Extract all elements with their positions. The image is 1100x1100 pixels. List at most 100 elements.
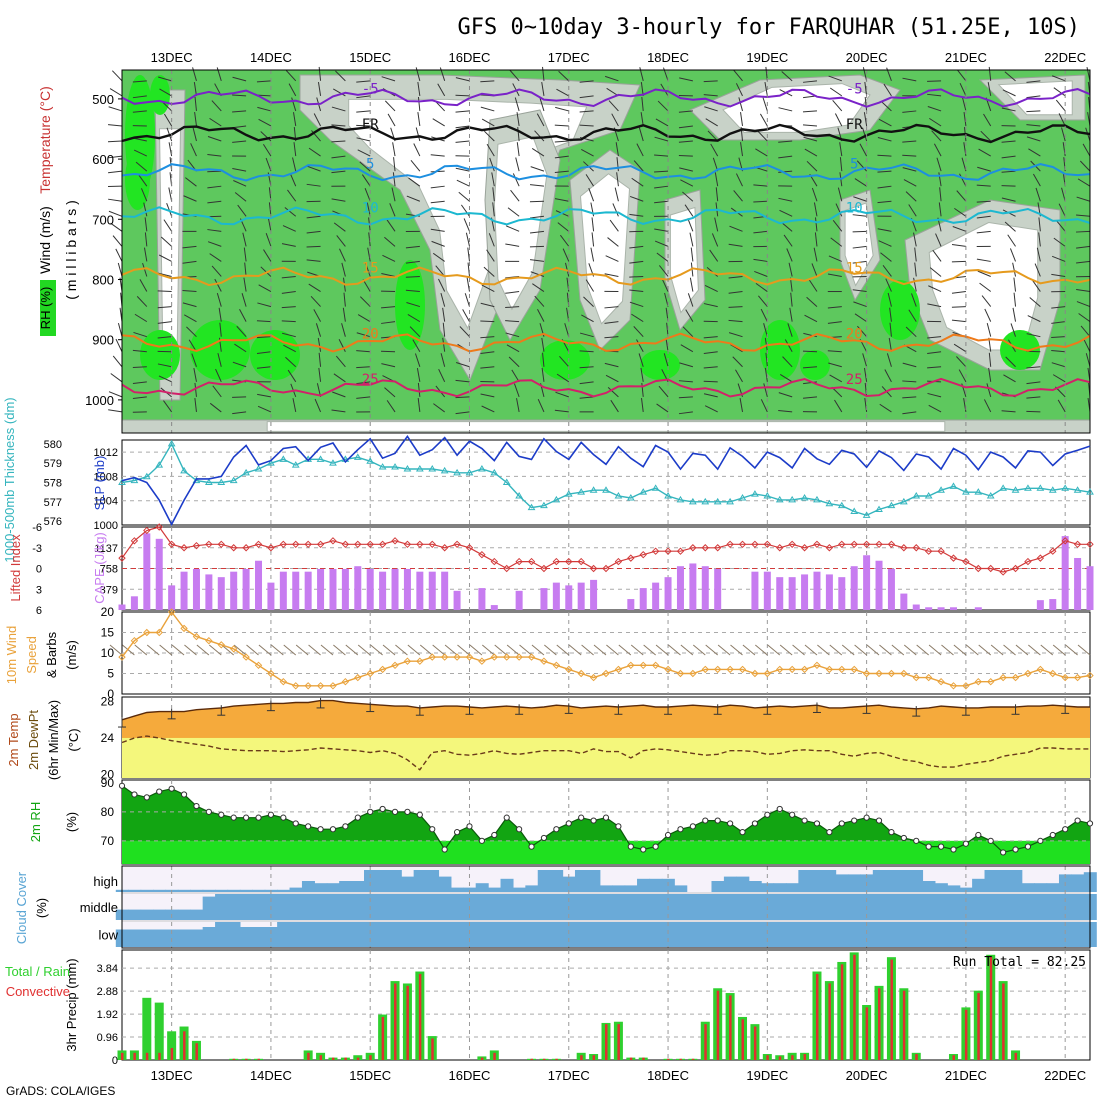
wind-ylabel-3: & Barbs xyxy=(44,631,59,678)
wind-barb xyxy=(988,66,992,81)
wind-speed-point xyxy=(254,661,263,670)
wind-speed-point xyxy=(503,653,511,661)
wind-barb xyxy=(1013,277,1017,292)
cloud-cell xyxy=(463,922,477,947)
slp-line xyxy=(121,434,1091,527)
upper-ylabel-rh: RH (%) xyxy=(38,287,53,330)
wind-barb xyxy=(244,262,247,277)
cloud-cell xyxy=(239,889,253,892)
li-point xyxy=(1024,557,1032,566)
wind-barb xyxy=(609,219,619,232)
wind-barb xyxy=(908,309,917,322)
precip-conv-bar xyxy=(741,1019,745,1060)
wind-barb xyxy=(961,157,967,172)
wind-barb xyxy=(638,127,644,142)
wind-barb xyxy=(781,71,793,82)
cloud-cell xyxy=(723,876,737,892)
cloud-cell xyxy=(835,894,849,920)
rh2m-point xyxy=(317,826,324,833)
wind-barb xyxy=(852,245,867,249)
cape-bar xyxy=(255,560,263,610)
wind-speed-point xyxy=(813,661,821,670)
cloud-cell xyxy=(699,922,713,947)
cloud-cell xyxy=(450,922,464,947)
wind-barb xyxy=(163,219,173,232)
li-point xyxy=(391,537,399,545)
wind-barb xyxy=(678,380,693,383)
wind-barb xyxy=(158,254,172,262)
precip-tick-label: 0.96 xyxy=(97,1032,118,1044)
precip-conv-bar xyxy=(431,1038,434,1060)
wind-barb xyxy=(961,97,967,112)
cloud-cell xyxy=(401,922,415,947)
wind-barb xyxy=(902,140,917,143)
rh2m-point xyxy=(590,817,597,824)
wind-barb xyxy=(556,373,570,383)
cloud-cell xyxy=(761,922,775,947)
wind-barb xyxy=(256,336,271,339)
wind-barb xyxy=(232,361,247,368)
wind-barb xyxy=(640,112,644,127)
cloud-cell xyxy=(277,922,291,947)
wind-speed-point xyxy=(428,653,436,661)
wind-barb xyxy=(829,87,843,97)
wind-barb xyxy=(242,232,247,247)
cloud-cell xyxy=(339,881,353,892)
li-point xyxy=(192,541,201,550)
wind-barb xyxy=(108,106,123,112)
wind-barb xyxy=(207,153,222,157)
wind-speed-point xyxy=(862,669,871,678)
wind-barb xyxy=(182,260,197,264)
li-point xyxy=(143,526,151,535)
wind-barb xyxy=(1076,196,1091,202)
rh2m-point xyxy=(826,829,833,836)
cloud-cell xyxy=(972,878,986,892)
wind-barb xyxy=(1051,349,1066,353)
temp-tick-label: 28 xyxy=(101,695,115,709)
rh2m-point xyxy=(329,826,337,833)
wind-barb xyxy=(1031,279,1041,292)
wind-speed-point xyxy=(788,665,796,674)
wind-barb xyxy=(877,154,892,157)
wind-barb xyxy=(703,94,718,97)
wind-barb xyxy=(852,230,867,233)
rh2m-point xyxy=(962,840,969,847)
precip-conv-bar xyxy=(667,1058,670,1060)
li-point xyxy=(937,547,945,555)
thickness-point xyxy=(937,486,945,493)
wind-barb xyxy=(112,355,123,368)
cloud-cell xyxy=(314,922,328,947)
cape-bar xyxy=(801,574,809,610)
cloud-cell xyxy=(215,889,229,892)
precip-tick-label: 0 xyxy=(112,1055,118,1067)
wind-barb xyxy=(356,137,371,142)
cape-bar xyxy=(652,582,660,610)
li-point xyxy=(130,537,139,545)
temp-contour-label: 5 xyxy=(366,156,374,172)
wind10-barb xyxy=(717,644,731,656)
wind-barb xyxy=(310,295,321,307)
wind-barb xyxy=(356,396,371,399)
wind-barb xyxy=(1012,262,1017,277)
wind-barb xyxy=(889,322,892,337)
wind-barb xyxy=(739,398,744,413)
wind-barb xyxy=(604,362,619,368)
li-point xyxy=(527,557,536,566)
wind10-barb xyxy=(618,644,632,656)
cloud-cell xyxy=(649,922,663,947)
thickness-point xyxy=(701,497,710,505)
wind-barb xyxy=(463,218,470,232)
wind-barb xyxy=(1001,410,1016,413)
wind-barb xyxy=(629,275,644,278)
top-date-label: 21DEC xyxy=(945,50,987,65)
wind-barb xyxy=(405,289,420,293)
li-point xyxy=(1036,554,1045,562)
wind-barb xyxy=(754,270,768,277)
wind-barb xyxy=(183,195,197,202)
li-point xyxy=(577,557,585,566)
wind-barb xyxy=(510,189,520,202)
wind-barb xyxy=(740,142,744,157)
wind-barb xyxy=(281,275,296,279)
wind-barb xyxy=(834,399,843,413)
cloud-cell xyxy=(785,883,799,892)
